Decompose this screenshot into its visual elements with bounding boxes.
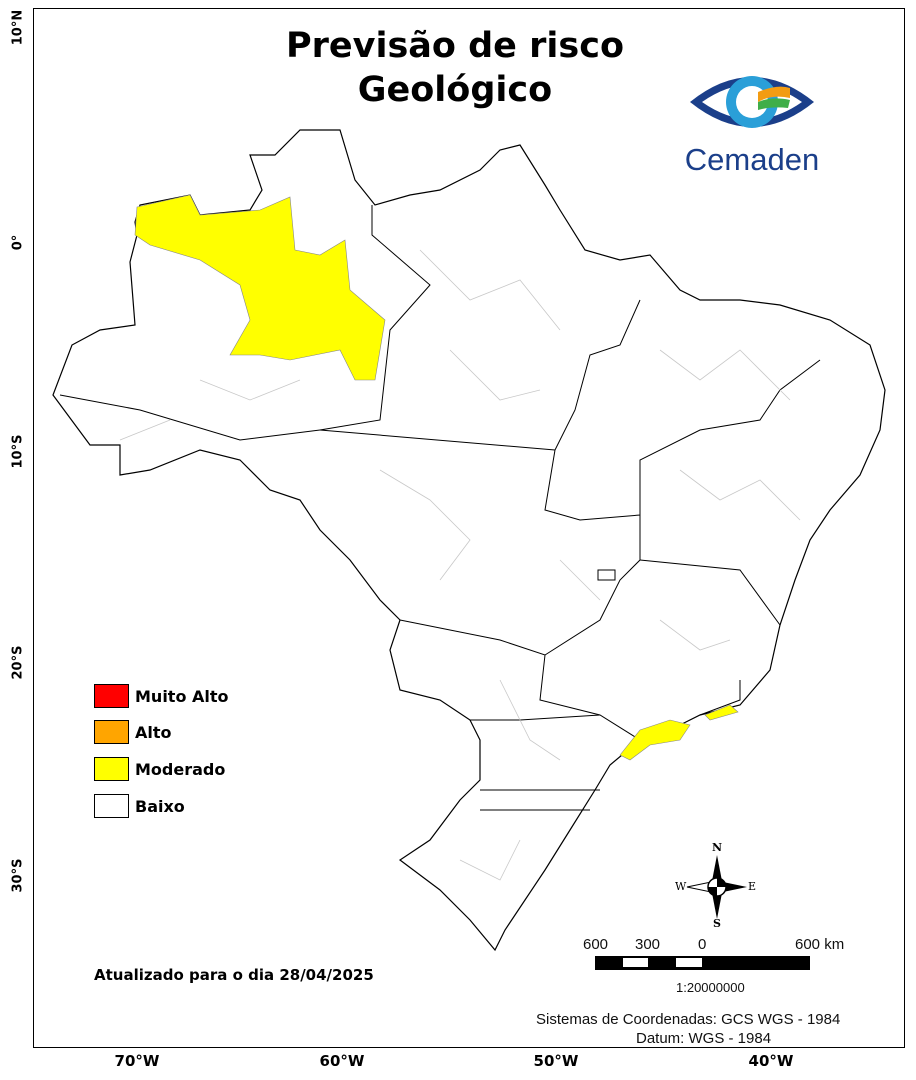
compass-rose-icon <box>686 855 747 919</box>
legend-label: Baixo <box>135 796 185 816</box>
cemaden-eye-logo <box>690 76 814 128</box>
lat-label: 20°S <box>10 645 26 680</box>
scale-label: 300 <box>635 936 661 953</box>
updated-date: Atualizado para o dia 28/04/2025 <box>94 966 374 984</box>
lat-label: 0° <box>10 234 26 251</box>
legend-label: Moderado <box>135 759 226 779</box>
compass-n: N <box>712 841 723 854</box>
risk-area-amazonas <box>134 194 386 381</box>
logo-text: Cemaden <box>684 142 820 177</box>
map-title-line2: Geológico <box>357 70 553 110</box>
scale-ratio: 1:20000000 <box>676 980 745 995</box>
logo: Cemaden <box>672 62 832 178</box>
legend-item-baixo: Baixo <box>94 794 185 818</box>
lon-label: 60°W <box>319 1052 365 1070</box>
lat-label: 10°S <box>10 434 26 469</box>
state-borders <box>59 205 821 811</box>
lon-label: 40°W <box>748 1052 794 1070</box>
lat-label: 10°N <box>10 9 26 46</box>
legend-swatch <box>94 720 129 744</box>
lon-label: 50°W <box>533 1052 579 1070</box>
north-arrow: N S W E <box>672 841 762 931</box>
legend-swatch <box>94 757 129 781</box>
risk-area-rio-coast <box>704 704 739 721</box>
legend-item-moderado: Moderado <box>94 757 225 781</box>
scale-bar-graphic <box>595 956 810 970</box>
legend-swatch <box>94 794 129 818</box>
coordinate-system: Sistemas de Coordenadas: GCS WGS - 1984 <box>536 1011 841 1028</box>
lon-label: 70°W <box>114 1052 160 1070</box>
compass-w: W <box>675 880 687 893</box>
legend-item-alto: Alto <box>94 720 172 744</box>
map-frame <box>33 8 905 1048</box>
risk-area-sao-paulo-coast <box>619 719 691 761</box>
legend-item-muito-alto: Muito Alto <box>94 684 229 708</box>
legend-label: Alto <box>135 722 172 742</box>
legend-swatch <box>94 684 129 708</box>
moderado-risk-areas <box>134 194 739 761</box>
compass-e: E <box>748 880 757 893</box>
map-title-line1: Previsão de risco <box>285 26 624 66</box>
legend-label: Muito Alto <box>135 686 229 706</box>
compass-s: S <box>713 917 721 930</box>
scale-label: 600 km <box>795 936 845 953</box>
datum: Datum: WGS - 1984 <box>636 1030 772 1047</box>
municipality-borders <box>119 249 801 881</box>
scale-label: 0 <box>698 936 707 953</box>
scale-label: 600 <box>583 936 609 953</box>
lat-label: 30°S <box>10 858 26 893</box>
